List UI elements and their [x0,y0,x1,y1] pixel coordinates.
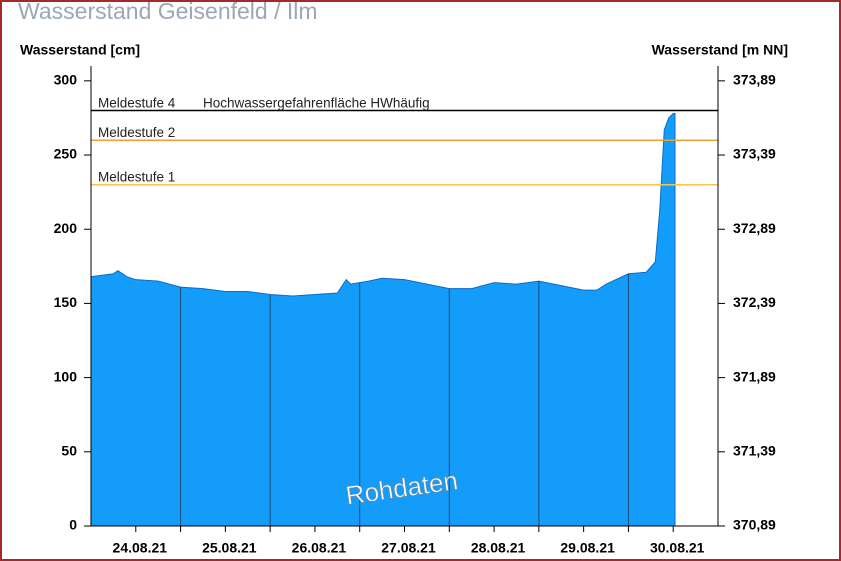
threshold-label: Meldestufe 4 [98,96,176,111]
y2-tick-label: 372,89 [733,220,776,236]
y2-tick-label: 371,89 [733,368,776,384]
y2-tick-label: 372,39 [733,294,776,310]
y-tick-label: 50 [61,443,77,459]
x-tick-label: 25.08.21 [202,540,257,556]
chart-title: Wasserstand Geisenfeld / Ilm [18,0,318,24]
threshold-label: Meldestufe 2 [98,125,175,140]
threshold-label: Meldestufe 1 [98,170,175,185]
x-tick-label: 24.08.21 [113,540,168,556]
x-tick-label: 30.08.21 [650,540,705,556]
y-tick-label: 300 [54,72,78,88]
y2-tick-label: 370,89 [733,517,776,533]
y2-tick-label: 373,89 [733,72,776,88]
y-tick-label: 150 [54,294,78,310]
x-tick-label: 26.08.21 [292,540,347,556]
y-tick-label: 100 [54,368,78,384]
y-tick-label: 200 [54,220,78,236]
x-tick-label: 29.08.21 [560,540,615,556]
y-axis-title: Wasserstand [cm] [20,42,140,58]
area [90,112,676,527]
x-tick-label: 27.08.21 [381,540,436,556]
y-tick-label: 250 [54,146,78,162]
y2-tick-label: 373,39 [733,146,776,162]
x-tick-label: 28.08.21 [471,540,526,556]
threshold-note: Hochwassergefahrenfläche HWhäufig [203,96,430,111]
y2-axis-title: Wasserstand [m NN] [652,42,788,58]
y-tick-label: 0 [69,517,77,533]
y2-tick-label: 371,39 [733,443,776,459]
